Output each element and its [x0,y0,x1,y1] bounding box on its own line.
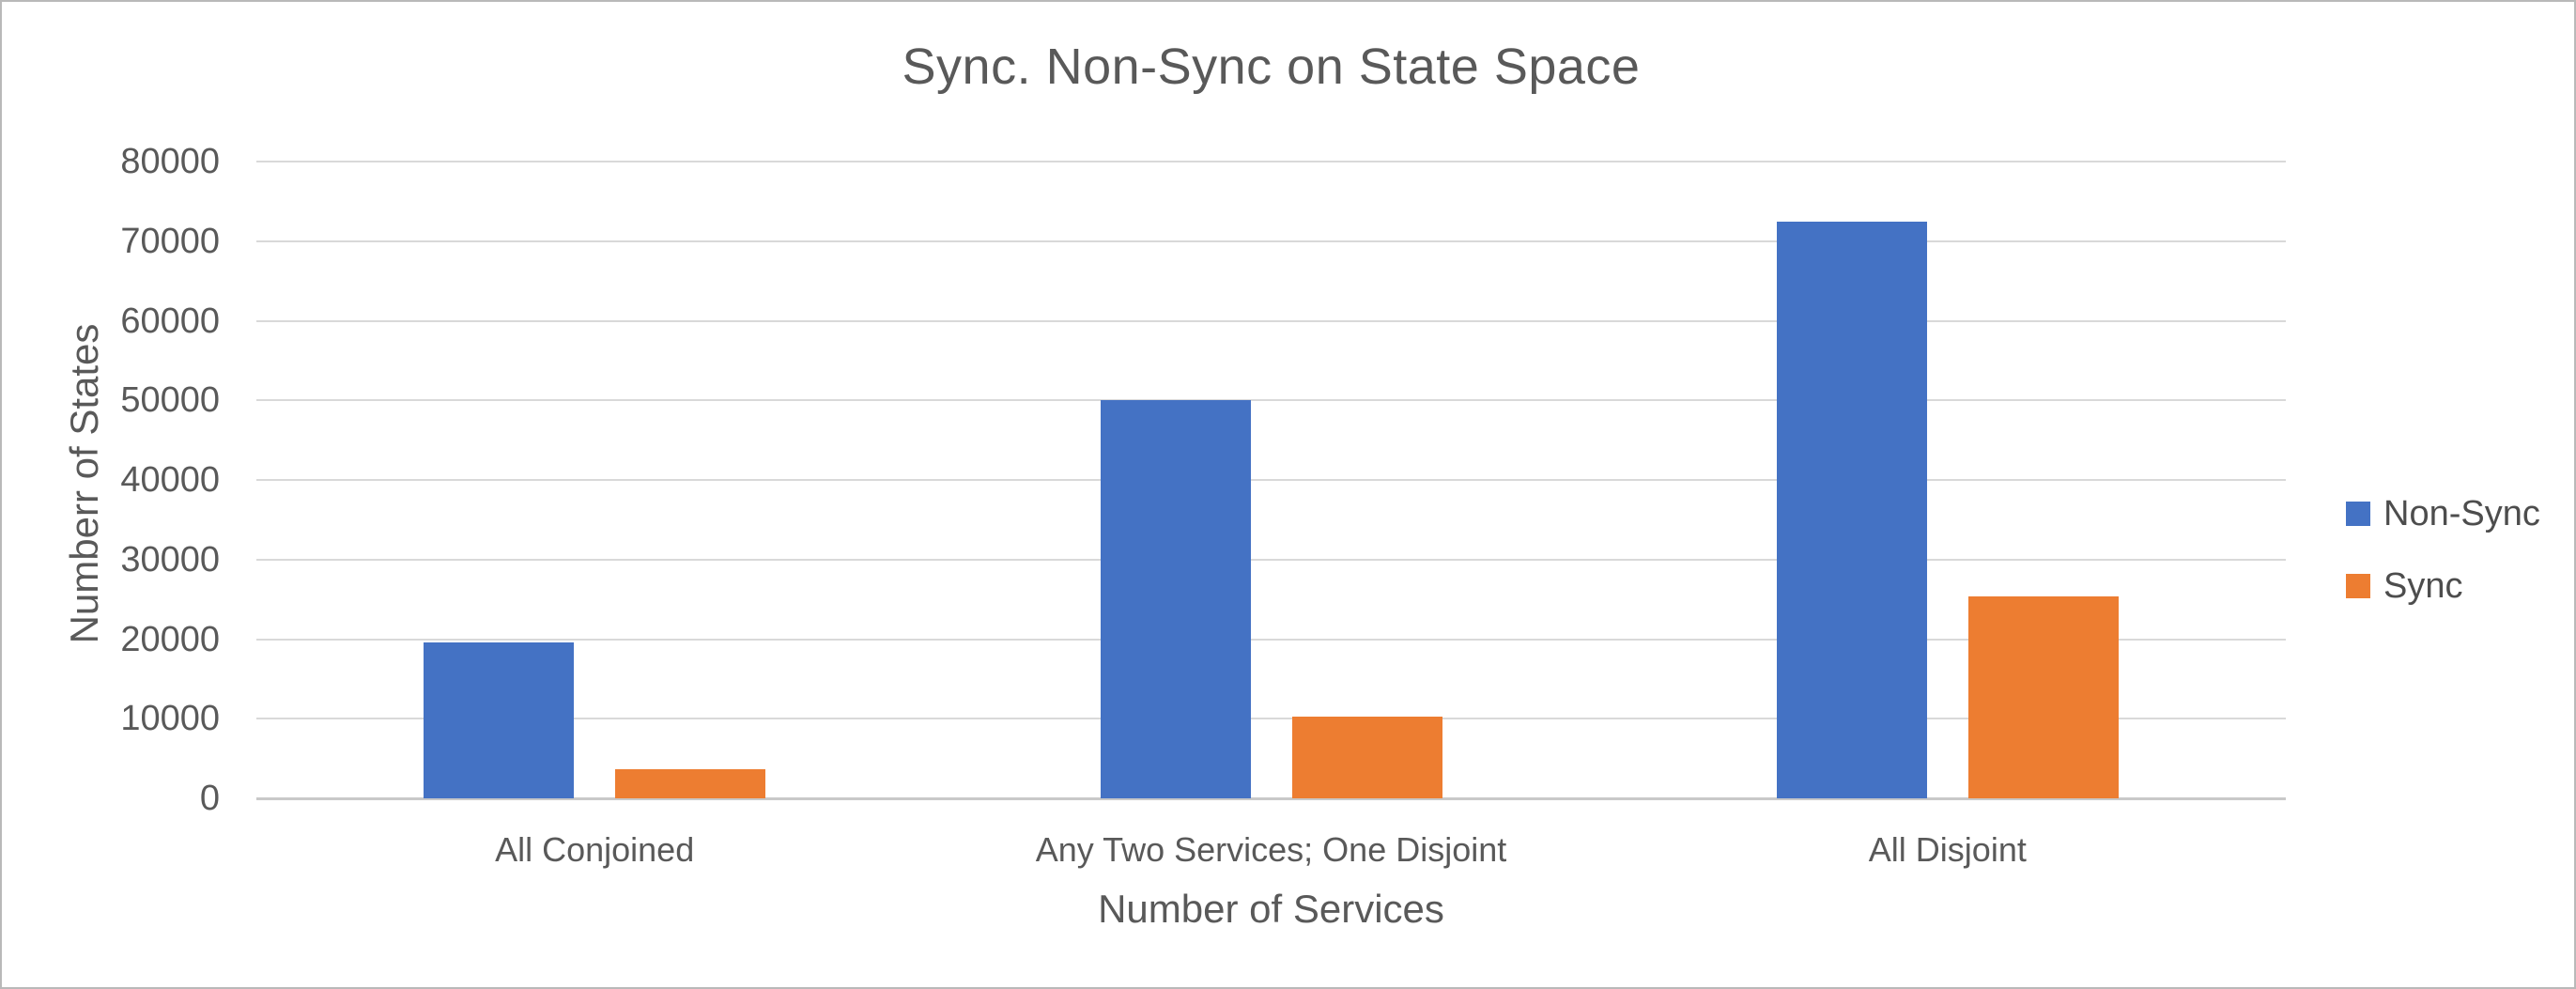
y-tick-label: 60000 [120,301,220,341]
bar-non-sync-1[interactable] [1100,400,1251,798]
chart-title: Sync. Non-Sync on State Space [902,39,1641,95]
y-tick-label: 70000 [120,221,220,261]
gridline [256,479,2286,481]
gridline [256,558,2286,561]
x-axis-title: Number of Services [1098,887,1444,931]
y-tick-label: 40000 [120,460,220,500]
gridline [256,161,2286,162]
legend: Non-Sync Sync [2346,492,2540,637]
plot-area [256,161,2286,800]
y-tick-label: 30000 [120,539,220,579]
legend-label: Sync [2383,565,2463,606]
bar-sync-0[interactable] [615,768,766,798]
legend-entry-non-sync[interactable]: Non-Sync [2346,492,2540,535]
y-tick-label: 20000 [120,619,220,659]
legend-swatch-non-sync [2346,502,2370,526]
bar-non-sync-0[interactable] [424,641,575,798]
legend-label: Non-Sync [2383,493,2540,533]
y-tick-label: 80000 [120,142,220,181]
bar-sync-1[interactable] [1291,716,1442,798]
bar-sync-2[interactable] [1967,595,2119,798]
legend-entry-sync[interactable]: Sync [2346,564,2540,608]
x-category-label-all-disjoint: All Disjoint [1868,830,2027,869]
gridline [256,718,2286,720]
gridline [256,399,2286,402]
gridline [256,638,2286,641]
gridline [256,240,2286,242]
x-category-label-all-conjoined: All Conjoined [495,830,695,869]
x-axis-line [256,797,2286,800]
y-tick-label: 10000 [120,699,220,739]
bar-non-sync-2[interactable] [1776,221,1927,798]
y-tick-label: 50000 [120,380,220,421]
x-category-label-any-two-services-one-disjoint: Any Two Services; One Disjoint [1035,830,1507,869]
legend-swatch-sync [2346,574,2370,598]
y-tick-label: 0 [199,779,220,818]
gridline [256,319,2286,322]
